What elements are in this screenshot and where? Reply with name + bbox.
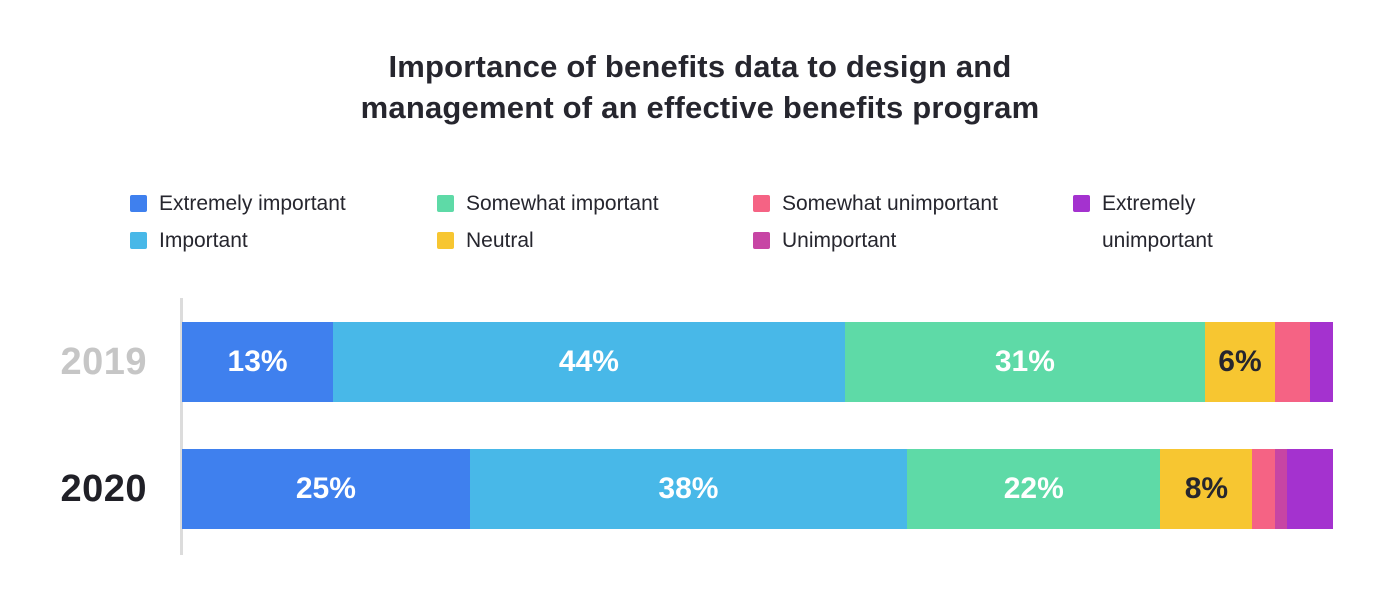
legend-column-1: Extremely important Important xyxy=(130,185,346,259)
legend-item-important: Important xyxy=(130,222,346,259)
legend-swatch-somewhat-unimportant xyxy=(753,195,770,212)
legend-item-somewhat-important: Somewhat important xyxy=(437,185,659,222)
bar-track-2019: 13% 44% 31% 6% xyxy=(182,322,1333,402)
bar-segment-2020-unimportant xyxy=(1275,449,1287,529)
bar-segment-label: 8% xyxy=(1184,472,1229,505)
chart-title-line-1: Importance of benefits data to design an… xyxy=(388,49,1012,84)
bar-segment-label: 22% xyxy=(1003,472,1064,505)
year-label-2019: 2019 xyxy=(60,341,147,383)
legend-swatch-important xyxy=(130,232,147,249)
bar-segment-label: 44% xyxy=(558,345,619,378)
chart-title: Importance of benefits data to design an… xyxy=(0,46,1400,128)
bar-track-2020: 25% 38% 22% 8% xyxy=(182,449,1333,529)
bar-segment-2019-somewhat-important: 31% xyxy=(844,322,1206,402)
bar-segment-2019-extremely-unimportant xyxy=(1309,322,1333,402)
legend-label-neutral: Neutral xyxy=(466,229,534,252)
legend-item-somewhat-unimportant: Somewhat unimportant xyxy=(753,185,998,222)
y-axis-line xyxy=(180,298,183,555)
legend-label-extremely-unimportant: Extremely unimportant xyxy=(1102,192,1213,252)
bar-segment-2020-somewhat-important: 22% xyxy=(907,449,1161,529)
bar-segment-2019-somewhat-unimportant xyxy=(1274,322,1310,402)
legend-item-unimportant: Unimportant xyxy=(753,222,998,259)
chart-title-line-2: management of an effective benefits prog… xyxy=(360,90,1040,125)
bar-segment-2019-extremely-important: 13% xyxy=(182,322,334,402)
bar-segment-2020-important: 38% xyxy=(469,449,908,529)
legend: Extremely important Important Somewhat i… xyxy=(130,185,1310,275)
legend-label-extremely-important: Extremely important xyxy=(159,192,346,215)
chart-row-2019: 2019 13% 44% 31% 6% xyxy=(0,322,1400,402)
legend-label-somewhat-unimportant: Somewhat unimportant xyxy=(782,192,998,215)
legend-column-3: Somewhat unimportant Unimportant xyxy=(753,185,998,259)
bar-segment-2020-neutral: 8% xyxy=(1160,449,1253,529)
year-label-2020: 2020 xyxy=(60,468,147,510)
bar-segment-2019-neutral: 6% xyxy=(1205,322,1275,402)
legend-item-neutral: Neutral xyxy=(437,222,659,259)
bar-segment-label: 31% xyxy=(994,345,1055,378)
legend-column-4: Extremely unimportant xyxy=(1073,185,1252,259)
bar-segment-2020-extremely-important: 25% xyxy=(182,449,470,529)
legend-swatch-extremely-unimportant xyxy=(1073,195,1090,212)
bar-segment-label: 13% xyxy=(227,345,288,378)
legend-swatch-extremely-important xyxy=(130,195,147,212)
bar-segment-label: 25% xyxy=(295,472,356,505)
legend-swatch-unimportant xyxy=(753,232,770,249)
legend-swatch-neutral xyxy=(437,232,454,249)
legend-item-extremely-important: Extremely important xyxy=(130,185,346,222)
bar-segment-2020-extremely-unimportant xyxy=(1286,449,1333,529)
bar-segment-label: 6% xyxy=(1218,345,1262,378)
legend-label-important: Important xyxy=(159,229,248,252)
legend-label-somewhat-important: Somewhat important xyxy=(466,192,659,215)
legend-item-extremely-unimportant: Extremely unimportant xyxy=(1073,185,1252,259)
chart-row-2020: 2020 25% 38% 22% 8% xyxy=(0,449,1400,529)
legend-swatch-somewhat-important xyxy=(437,195,454,212)
legend-label-unimportant: Unimportant xyxy=(782,229,897,252)
bar-segment-label: 38% xyxy=(658,472,719,505)
bar-segment-2020-somewhat-unimportant xyxy=(1252,449,1276,529)
legend-column-2: Somewhat important Neutral xyxy=(437,185,659,259)
bar-segment-2019-important: 44% xyxy=(333,322,845,402)
